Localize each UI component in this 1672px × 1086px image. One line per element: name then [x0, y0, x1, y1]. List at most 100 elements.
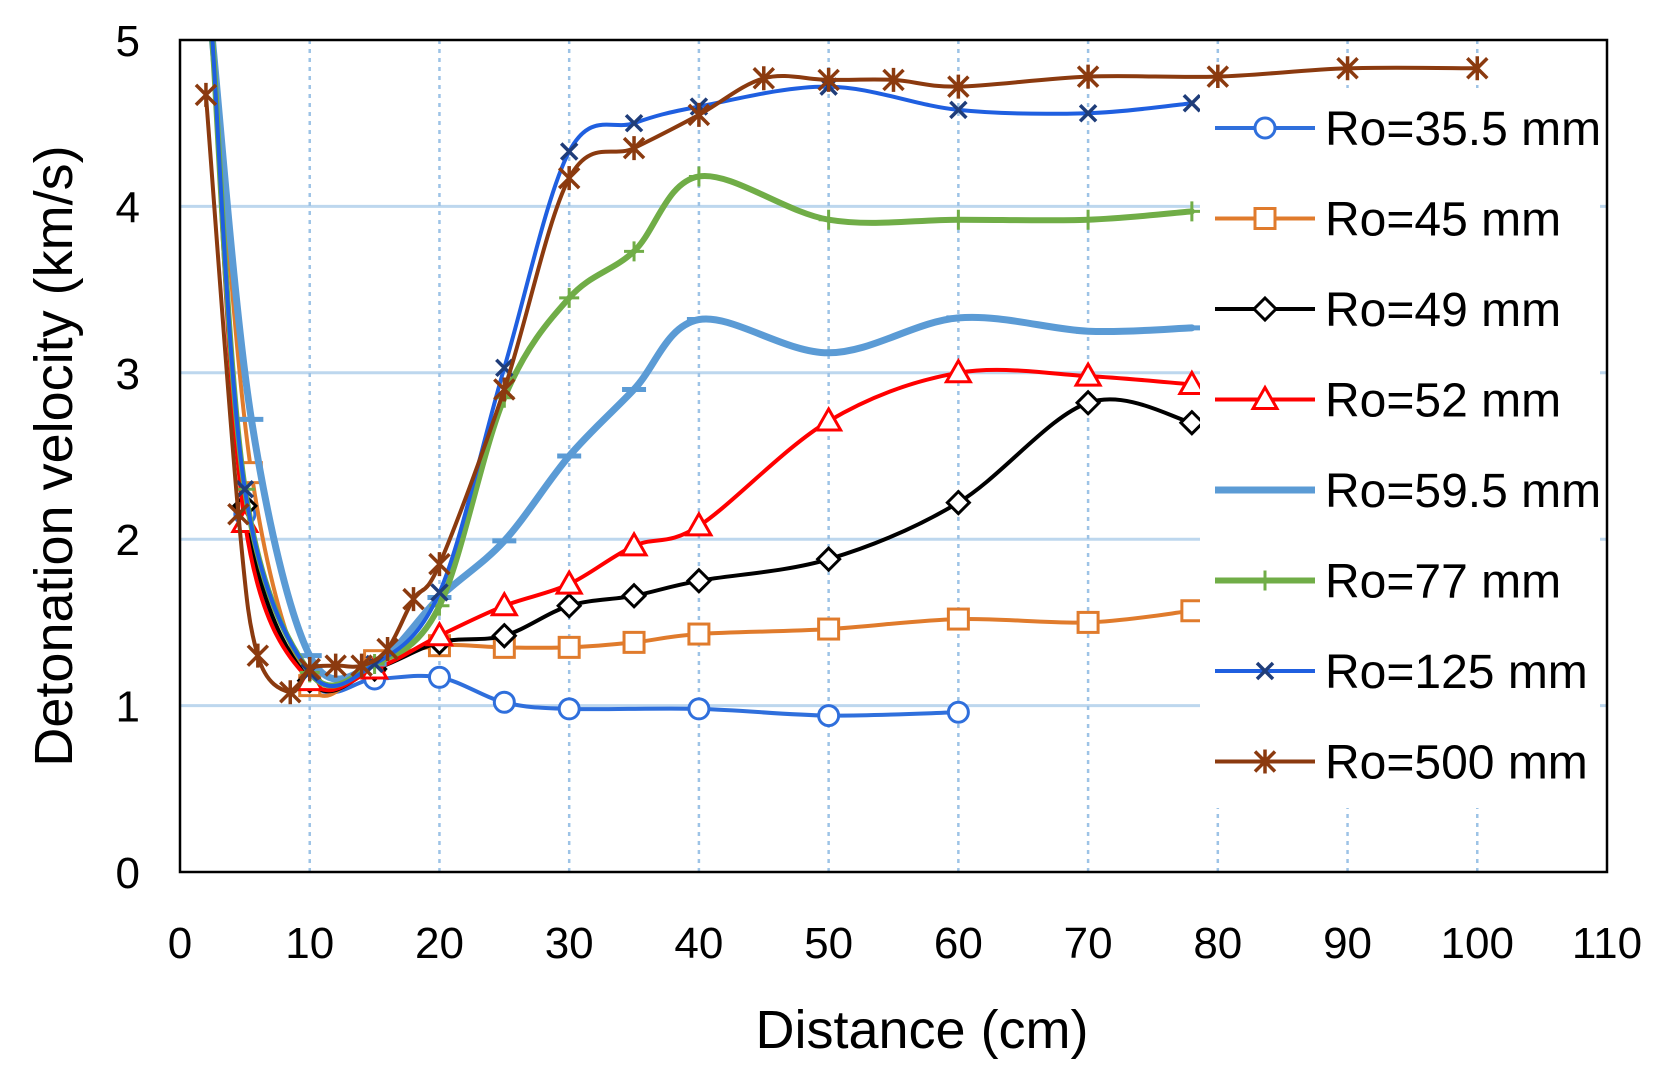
legend-marker — [1253, 207, 1277, 230]
legend-marker — [1253, 116, 1277, 140]
y-tick-label: 2 — [116, 516, 140, 565]
data-point — [814, 406, 844, 432]
data-point — [619, 530, 649, 557]
data-point — [622, 136, 646, 161]
data-point — [684, 510, 714, 537]
legend-label: Ro=52 mm — [1325, 375, 1561, 428]
data-point — [402, 587, 425, 612]
legend-label: Ro=45 mm — [1325, 194, 1561, 247]
data-point — [194, 82, 218, 107]
data-point — [350, 653, 373, 678]
x-axis-label: Distance (cm) — [755, 1000, 1088, 1060]
y-axis-tick-labels: 0 1 2 3 4 5 — [116, 17, 140, 898]
y-axis-label: Detonation velocity (km/s) — [24, 145, 84, 766]
legend-label: Ro=77 mm — [1325, 556, 1561, 609]
x-tick-label: 100 — [1441, 919, 1514, 968]
x-tick-label: 70 — [1064, 919, 1113, 968]
data-point — [948, 209, 969, 230]
data-point — [424, 620, 455, 647]
data-point — [943, 357, 973, 384]
data-point — [557, 697, 581, 721]
data-point — [1181, 201, 1202, 222]
data-point — [1466, 56, 1489, 81]
x-tick-label: 50 — [804, 919, 853, 968]
y-tick-label: 4 — [116, 183, 140, 232]
data-point — [687, 697, 711, 721]
data-point — [430, 583, 449, 602]
legend-item-ro-59-5-mm: Ro=59.5 mm — [1215, 465, 1601, 518]
data-point — [557, 635, 581, 659]
legend-item-ro-45-mm: Ro=45 mm — [1215, 194, 1561, 247]
legend: Ro=35.5 mm Ro=45 mm Ro=49 mm Ro=52 mm Ro=59.… — [1215, 103, 1601, 790]
x-tick-label: 20 — [415, 919, 464, 968]
data-point — [622, 630, 646, 654]
legend-marker — [1255, 570, 1275, 591]
data-point — [491, 622, 518, 649]
legend-marker — [1251, 295, 1279, 323]
data-point — [559, 287, 580, 308]
x-tick-label: 0 — [168, 919, 192, 968]
data-point — [752, 66, 776, 91]
data-point — [949, 100, 968, 120]
legend-marker — [1253, 749, 1277, 774]
data-point — [817, 704, 841, 728]
legend-item-ro-35-5-mm: Ro=35.5 mm — [1215, 103, 1601, 156]
data-point — [1074, 389, 1102, 416]
data-point — [298, 656, 321, 681]
legend-label: Ro=500 mm — [1325, 737, 1588, 790]
data-point — [428, 552, 451, 577]
data-point — [556, 592, 583, 619]
legend-label: Ro=125 mm — [1325, 646, 1588, 699]
data-point — [235, 480, 255, 499]
data-point — [1078, 209, 1099, 230]
data-point — [1182, 93, 1202, 113]
legend-item-ro-125-mm: Ro=125 mm — [1215, 646, 1588, 699]
data-point — [1336, 56, 1359, 81]
series-line — [203, 65, 1480, 695]
data-point — [489, 590, 519, 617]
legend-label: Ro=49 mm — [1325, 284, 1561, 337]
y-tick-label: 1 — [116, 683, 140, 732]
data-point — [1180, 599, 1204, 623]
legend-marker — [1250, 384, 1280, 410]
legend-label: Ro=59.5 mm — [1325, 465, 1601, 518]
x-tick-label: 80 — [1193, 919, 1242, 968]
x-tick-label: 90 — [1323, 919, 1372, 968]
data-point — [493, 377, 516, 402]
data-point — [559, 142, 579, 161]
data-point — [557, 166, 581, 191]
x-tick-label: 40 — [674, 919, 723, 968]
x-tick-label: 110 — [1572, 919, 1642, 968]
data-point — [1177, 369, 1207, 395]
data-point — [279, 680, 302, 705]
data-point — [246, 643, 270, 668]
data-point — [1206, 64, 1230, 89]
data-point — [227, 502, 250, 527]
data-point — [624, 113, 644, 133]
y-tick-label: 5 — [116, 17, 140, 66]
x-tick-label: 10 — [285, 919, 334, 968]
data-point — [945, 489, 972, 516]
data-point — [1073, 361, 1103, 387]
x-tick-label: 30 — [545, 919, 594, 968]
data-point — [815, 546, 842, 573]
data-point — [324, 653, 347, 678]
data-point — [1076, 610, 1100, 634]
data-point — [1078, 103, 1098, 123]
y-tick-label: 0 — [116, 849, 140, 898]
data-point — [818, 209, 839, 230]
x-axis-tick-labels: 0 10 20 30 40 50 60 70 80 90 100 110 — [168, 919, 1642, 968]
data-point — [376, 637, 399, 662]
series-ro-500-mm — [194, 56, 1489, 705]
data-point — [687, 102, 711, 127]
data-point — [687, 622, 711, 646]
data-point — [947, 74, 970, 99]
plot-frame — [178, 38, 1609, 874]
data-point — [624, 241, 645, 262]
legend-marker — [1255, 661, 1275, 681]
legend-item-ro-77-mm: Ro=77 mm — [1215, 556, 1561, 609]
data-point — [1178, 409, 1205, 436]
data-point — [946, 700, 970, 724]
data-point — [1076, 64, 1100, 89]
